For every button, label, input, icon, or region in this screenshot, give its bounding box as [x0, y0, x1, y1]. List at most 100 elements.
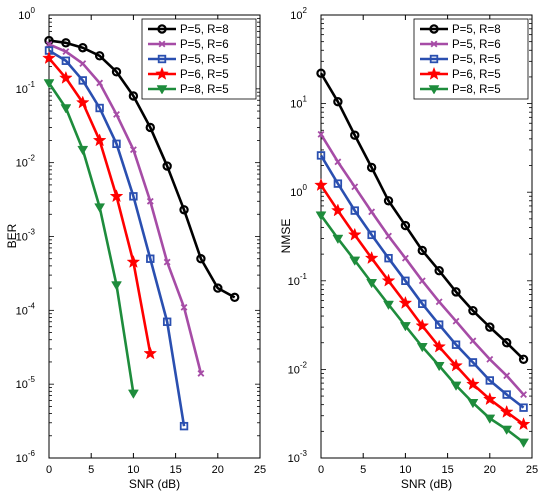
- legend-marker: [157, 54, 167, 64]
- data-point: [485, 322, 495, 332]
- series-4: [42, 50, 158, 360]
- data-point: [331, 203, 345, 217]
- data-point: [42, 50, 56, 65]
- y-tick-label: 100: [18, 6, 35, 22]
- data-point: [466, 377, 480, 391]
- data-point: [179, 205, 189, 215]
- data-point: [368, 208, 376, 216]
- data-point: [449, 358, 463, 372]
- series-5: [315, 211, 529, 448]
- data-point: [434, 320, 444, 329]
- x-tick-label: 25: [254, 464, 266, 476]
- x-axis-label: SNR (dB): [129, 477, 180, 491]
- x-tick-label: 10: [127, 464, 139, 476]
- series-line: [48, 43, 203, 374]
- data-point: [399, 322, 411, 332]
- data-point: [333, 97, 343, 107]
- legend-entry: P=8, R=5: [148, 84, 229, 96]
- series-2: [317, 130, 527, 398]
- data-point: [350, 130, 360, 140]
- data-point: [516, 417, 531, 431]
- x-tick-label: 15: [169, 464, 181, 476]
- data-point: [503, 372, 511, 380]
- data-point: [347, 227, 362, 241]
- data-point: [519, 403, 528, 412]
- series-2: [45, 40, 205, 377]
- legend-marker: [158, 40, 166, 48]
- data-point: [367, 230, 376, 240]
- series-1: [316, 68, 529, 365]
- series-1: [44, 35, 240, 303]
- data-point: [180, 303, 188, 311]
- data-point: [111, 67, 122, 77]
- y-tick-label: 10-3: [288, 449, 308, 465]
- data-point: [417, 245, 427, 256]
- y-tick-label: 100: [290, 183, 307, 199]
- legend-marker: [155, 66, 169, 80]
- x-tick-label: 20: [484, 464, 496, 476]
- data-point: [467, 399, 479, 409]
- y-tick-label: 10-1: [288, 272, 308, 288]
- legend-label: P=6, R=5: [180, 69, 229, 81]
- legend-marker: [428, 85, 440, 95]
- data-point: [162, 161, 172, 171]
- legend-entry: P=5, R=5: [148, 54, 229, 66]
- data-point: [434, 266, 444, 276]
- data-point: [468, 358, 478, 367]
- data-point: [127, 389, 139, 399]
- data-point: [112, 139, 121, 149]
- legend-marker: [427, 66, 441, 80]
- data-point: [332, 234, 344, 245]
- data-point: [314, 177, 328, 192]
- data-point: [94, 203, 106, 213]
- x-axis-label: SNR (dB): [401, 477, 452, 491]
- data-point: [75, 95, 90, 109]
- legend-label: P=8, R=5: [452, 84, 501, 96]
- data-point: [78, 43, 88, 53]
- legend-marker: [156, 85, 168, 95]
- legend-entry: P=5, R=6: [420, 39, 501, 51]
- legend-entry: P=5, R=8: [148, 24, 229, 36]
- legend-label: P=5, R=5: [452, 54, 501, 66]
- data-point: [518, 354, 529, 365]
- data-point: [384, 253, 393, 263]
- data-point: [383, 196, 394, 206]
- series-line: [319, 72, 525, 361]
- data-point: [418, 277, 426, 285]
- series-5: [43, 79, 139, 399]
- data-point: [43, 79, 55, 89]
- data-point: [482, 392, 497, 406]
- data-point: [129, 192, 138, 201]
- data-point: [401, 254, 409, 262]
- data-point: [468, 305, 478, 316]
- data-point: [146, 197, 154, 205]
- data-point: [316, 68, 326, 78]
- chart-panel-1: 0 5 10 15 20 25 100 10-1 10-2 10-3 10-4 10-5 10-6 SNR…: [5, 6, 266, 491]
- y-tick-label: 10-2: [16, 154, 36, 170]
- x-tick-label: 0: [46, 464, 52, 476]
- data-point: [96, 79, 104, 87]
- data-point: [381, 273, 396, 287]
- data-point: [317, 130, 325, 138]
- legend-entry: P=5, R=8: [420, 24, 501, 36]
- data-point: [59, 70, 73, 84]
- data-point: [502, 390, 511, 399]
- data-point: [197, 369, 205, 377]
- data-point: [111, 281, 122, 291]
- data-point: [79, 60, 87, 67]
- x-tick-label: 15: [441, 464, 453, 476]
- y-tick-label: 10-3: [16, 228, 36, 244]
- data-point: [128, 91, 139, 101]
- data-point: [92, 133, 107, 147]
- legend-label: P=5, R=5: [180, 54, 229, 66]
- series-3: [316, 151, 528, 412]
- data-point: [486, 355, 494, 363]
- legend-label: P=5, R=8: [180, 24, 229, 36]
- data-point: [485, 376, 494, 385]
- y-tick-label: 10-4: [16, 301, 36, 317]
- data-point: [229, 292, 240, 303]
- legend-label: P=6, R=5: [452, 69, 501, 81]
- data-point: [60, 104, 72, 114]
- data-point: [366, 279, 378, 289]
- data-point: [366, 162, 377, 173]
